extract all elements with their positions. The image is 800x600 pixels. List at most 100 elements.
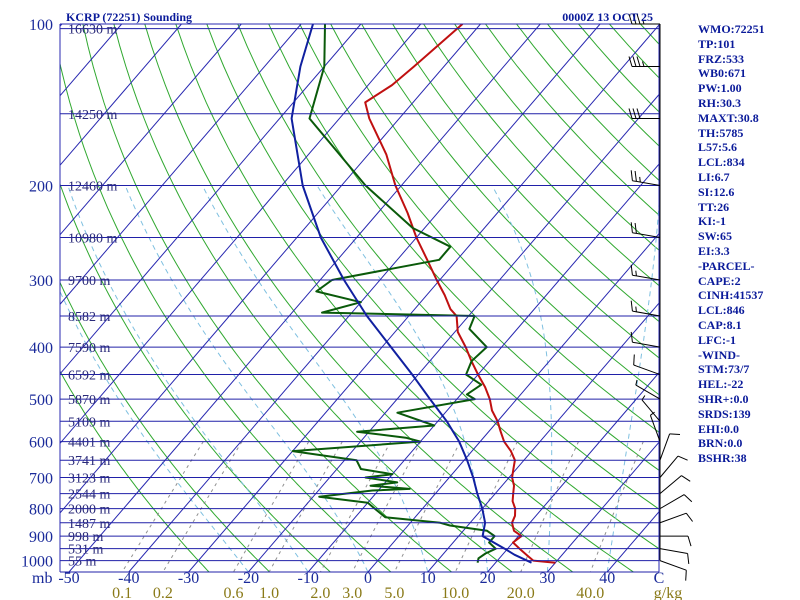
- height-label: 4401 m: [68, 436, 111, 451]
- wind-staff: [659, 548, 688, 554]
- stat-line: WMO:72251: [698, 22, 765, 36]
- stat-line: KI:-1: [698, 214, 726, 229]
- mixing-ratio-line: [319, 441, 392, 572]
- wind-feather: [685, 512, 693, 522]
- dry-adiabat: [392, 24, 659, 323]
- stat-line: LCL:846: [698, 303, 745, 318]
- temperature-tick-label: 20: [480, 570, 496, 587]
- wind-feather: [683, 494, 693, 503]
- wind-half-feather: [639, 176, 641, 183]
- stat-line: TP:101: [698, 36, 736, 51]
- height-label: 9700 m: [68, 274, 111, 289]
- wind-staff: [659, 494, 685, 510]
- wind-staff: [659, 560, 687, 571]
- mixing-ratio-line: [454, 441, 518, 572]
- temperature-tick-label: -10: [298, 570, 319, 587]
- wind-half-feather: [650, 411, 655, 416]
- wind-half-feather: [635, 379, 638, 386]
- pressure-label: 800: [29, 502, 53, 519]
- mixing-ratio-label: 20.0: [507, 585, 535, 600]
- height-label: 12460 m: [68, 180, 118, 195]
- height-label: 5109 m: [68, 415, 111, 430]
- isotherm: [60, 24, 242, 236]
- moist-adiabat: [606, 196, 659, 572]
- wind-feather: [630, 300, 633, 312]
- stat-line: CINH:41537: [698, 288, 764, 303]
- mixing-ratio-label: 40.0: [576, 585, 604, 600]
- wind-barb: [628, 56, 661, 67]
- isotherm: [60, 24, 481, 514]
- wind-feather: [632, 108, 637, 119]
- isotherm: [248, 93, 659, 572]
- wind-barb: [659, 475, 691, 494]
- wind-half-feather: [635, 270, 637, 276]
- stat-line: -PARCEL-: [698, 258, 755, 273]
- dry-adiabat: [361, 24, 659, 359]
- mixing-ratio-label: 2.0: [310, 585, 330, 600]
- stat-line: RH:30.3: [698, 95, 741, 110]
- wind-half-feather: [635, 306, 637, 312]
- dry-adiabat: [82, 24, 452, 572]
- isotherm: [188, 24, 659, 572]
- stat-line: MAXT:30.8: [698, 110, 759, 125]
- dry-adiabat: [237, 24, 659, 510]
- temperature-tick-label: -30: [178, 570, 199, 587]
- height-label: 14250 m: [68, 108, 118, 123]
- mixing-ratio-line: [233, 441, 310, 572]
- stat-line: LCL:834: [698, 155, 745, 170]
- wind-barb: [659, 494, 693, 510]
- wind-barb: [659, 512, 693, 524]
- dry-adiabat: [144, 24, 574, 572]
- wind-barb: [633, 354, 661, 376]
- stat-line: SHR+:0.0: [698, 391, 749, 406]
- pressure-label: 900: [29, 529, 53, 546]
- dry-adiabat: [60, 281, 270, 572]
- wind-barb: [630, 300, 661, 317]
- wind-half-feather: [642, 18, 645, 25]
- wind-feather: [630, 170, 633, 181]
- wind-feather: [636, 108, 641, 119]
- mixing-ratio-label: 10.0: [441, 585, 469, 600]
- temperature-unit-label: C: [654, 570, 665, 587]
- pressure-label: 200: [29, 179, 53, 196]
- stat-line: LI:6.7: [698, 169, 730, 184]
- height-label: 1487 m: [68, 517, 111, 532]
- isotherm: [547, 441, 659, 572]
- wind-barb: [659, 535, 692, 547]
- dewpoint-line: [291, 24, 497, 563]
- height-label: 998 m: [68, 530, 104, 545]
- plot-frame: [59, 23, 660, 573]
- height-label: 8582 m: [68, 310, 111, 325]
- height-label: 7590 m: [68, 341, 111, 356]
- stat-line: SI:12.6: [698, 184, 735, 199]
- stat-line: LFC:-1: [698, 332, 736, 347]
- valid-time: 0000Z 13 OCT 25: [562, 10, 653, 24]
- stat-line: CAPE:2: [698, 273, 741, 288]
- isotherm: [367, 232, 659, 572]
- background-grid: [60, 24, 659, 572]
- dry-adiabat: [299, 24, 659, 433]
- stat-line: PW:1.00: [698, 81, 742, 96]
- wind-staff: [632, 341, 661, 348]
- temperature-tick-label: -50: [58, 570, 79, 587]
- stats-panel: WMO:72251 TP:101 FRZ:533 WB0:671 PW:1.00 RH:3…: [698, 22, 798, 466]
- dry-adiabat: [113, 24, 513, 572]
- wind-staff: [632, 274, 661, 281]
- stat-line: TH:5785: [698, 125, 744, 140]
- wind-feather: [636, 13, 641, 25]
- mixing-ratio-line: [351, 441, 422, 572]
- wind-feather: [630, 264, 633, 276]
- height-label: 2544 m: [68, 488, 111, 503]
- height-label: 531 m: [68, 543, 104, 558]
- moist-adiabat: [60, 290, 249, 572]
- pressure-label: 1000: [21, 554, 53, 571]
- wind-barb: [659, 455, 688, 478]
- wind-barb: [628, 13, 660, 25]
- isotherm: [427, 302, 659, 572]
- stat-line: BSHR:38: [698, 451, 747, 466]
- temperature-tick-label: 0: [364, 570, 372, 587]
- stat-line: FRZ:533: [698, 51, 744, 66]
- wind-barb: [659, 560, 687, 581]
- temperature-tick-label: -20: [238, 570, 259, 587]
